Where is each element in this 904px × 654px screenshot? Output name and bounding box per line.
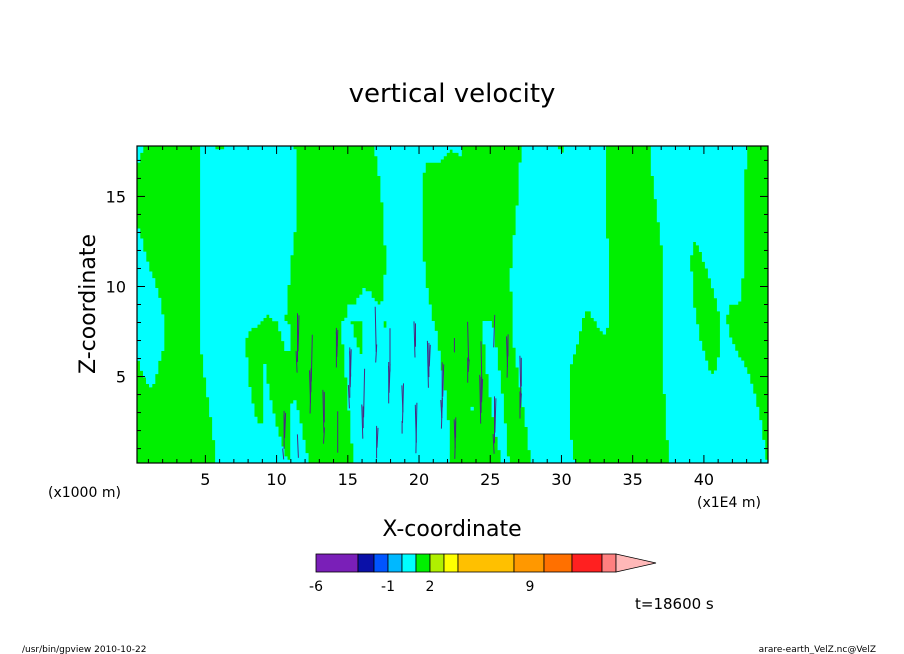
- y-axis-label: Z-coordinate: [76, 234, 101, 374]
- footer-right: arare-earth_VelZ.nc@VelZ: [759, 645, 876, 654]
- contour-streak: [479, 374, 482, 424]
- contour-streak: [309, 370, 311, 403]
- colorbar-tick-label: 2: [426, 579, 435, 595]
- contour-streak: [492, 433, 495, 454]
- contour-streak: [494, 398, 497, 433]
- axis-ticks: [137, 146, 768, 463]
- contour-streak: [296, 434, 299, 458]
- contour-streak: [426, 340, 429, 388]
- y-tick-label: 15: [106, 187, 126, 206]
- contour-streak: [297, 315, 300, 352]
- contour-streak: [347, 384, 350, 409]
- contour-streak: [376, 427, 379, 448]
- colorbar-swatch: [513, 553, 545, 573]
- x-tick-label: 35: [623, 470, 643, 489]
- contour-streak: [414, 404, 417, 443]
- field-cells: [137, 146, 769, 464]
- x-tick-label: 30: [551, 470, 571, 489]
- contour-streak: [480, 341, 483, 392]
- contour-streak: [467, 321, 470, 362]
- contour-streak: [428, 344, 431, 367]
- colorbar-swatch: [571, 553, 603, 573]
- contour-streak: [335, 331, 338, 347]
- contour-streak: [388, 365, 390, 383]
- contour-streak: [493, 314, 496, 348]
- x-tick-label: 25: [480, 470, 500, 489]
- contour-streaks: [282, 306, 522, 460]
- negative-region: [137, 146, 769, 464]
- contour-streak: [413, 321, 416, 358]
- footer-left: /usr/bin/gpview 2010-10-22: [22, 645, 146, 654]
- colorbar-swatch: [543, 553, 573, 573]
- contour-streak: [323, 427, 325, 444]
- x-tick-label: 5: [200, 470, 210, 489]
- y-tick-label: 5: [116, 368, 126, 387]
- colorbar-tick-label: -6: [309, 579, 323, 595]
- colorbar-swatch: [601, 553, 617, 573]
- colorbar-swatch: [443, 553, 459, 573]
- contour-streak: [442, 364, 445, 397]
- colorbar-swatch: [415, 553, 431, 573]
- contour-streak: [374, 306, 377, 352]
- x-tick-label: 10: [266, 470, 286, 489]
- x-tick-label: 20: [409, 470, 429, 489]
- contour-streak: [519, 355, 522, 398]
- x-unit-left: (x1000 m): [48, 485, 121, 501]
- colorbar: -6 -1 2 9: [309, 553, 657, 595]
- contour-streak: [322, 389, 325, 434]
- colorbar-swatch: [373, 553, 389, 573]
- colorbar-extend-arrow: [615, 553, 657, 573]
- chart-title: vertical velocity: [349, 79, 556, 109]
- colorbar-tick-label: -1: [381, 579, 395, 595]
- colorbar-swatch: [457, 553, 515, 573]
- contour-streak: [506, 336, 508, 368]
- contour-streak: [349, 351, 352, 377]
- x-axis-label: X-coordinate: [382, 517, 521, 542]
- time-annotation: t=18600 s: [635, 595, 714, 613]
- x-tick-label: 15: [338, 470, 358, 489]
- colorbar-tick-label: 9: [526, 579, 535, 595]
- plot-area: [136, 145, 769, 464]
- contour-streak: [295, 350, 298, 373]
- contour-streak: [363, 368, 366, 418]
- contour-streak: [467, 359, 470, 373]
- contour-streak: [401, 385, 404, 413]
- colorbar-swatch: [401, 553, 417, 573]
- contour-streak: [361, 404, 364, 439]
- contour-streak: [440, 399, 443, 419]
- x-unit-right: (x1E4 m): [697, 495, 761, 511]
- x-tick-label: 40: [694, 470, 714, 489]
- colorbar-swatch: [387, 553, 403, 573]
- contour-streak: [453, 419, 456, 449]
- contour-streak: [282, 448, 285, 460]
- colorbar-swatch: [315, 553, 359, 573]
- contour-streak: [283, 414, 286, 428]
- y-tick-label: 10: [106, 277, 126, 296]
- colorbar-swatch: [429, 553, 445, 573]
- colorbar-swatch: [357, 553, 375, 573]
- contour-streak: [310, 334, 313, 382]
